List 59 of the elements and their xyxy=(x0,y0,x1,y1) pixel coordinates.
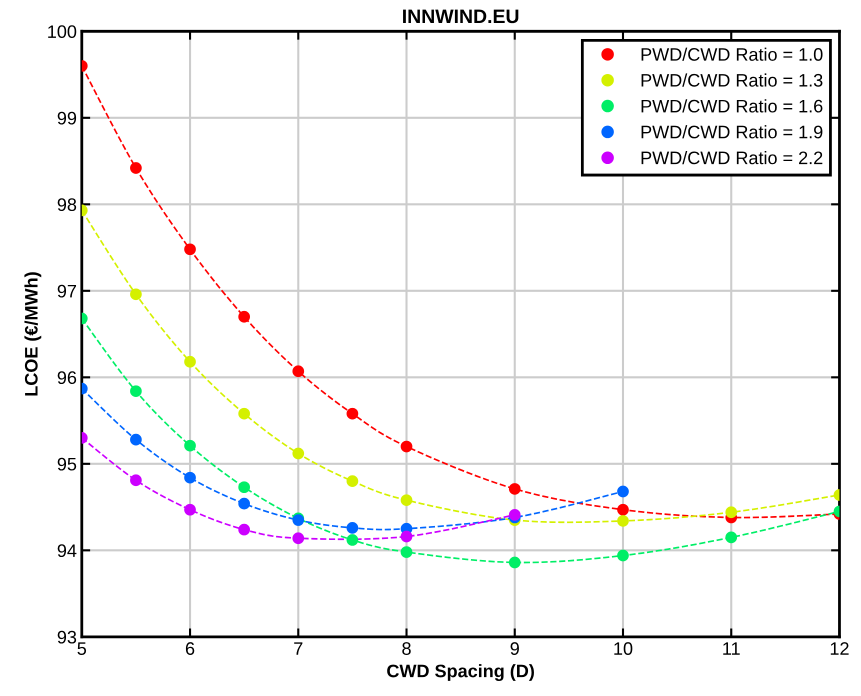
legend-label: PWD/CWD Ratio = 1.6 xyxy=(642,99,822,113)
point xyxy=(617,550,629,562)
x-tick-label: 6 xyxy=(186,642,194,655)
x-tick-label: 5 xyxy=(77,642,86,655)
point xyxy=(617,486,629,498)
point xyxy=(130,288,142,300)
x-tick-label: 12 xyxy=(830,642,849,655)
point xyxy=(238,481,250,494)
legend-label: PWD/CWD Ratio = 1.9 xyxy=(642,125,822,138)
legend-label: PWD/CWD Ratio = 1.0 xyxy=(642,48,823,61)
y-tick-label: 98 xyxy=(58,198,76,212)
point xyxy=(346,408,358,420)
point xyxy=(725,506,738,518)
chart-title: INNWIND.EU xyxy=(403,10,518,24)
legend-label: PWD/CWD Ratio = 2.2 xyxy=(642,151,822,164)
point xyxy=(238,498,250,510)
point xyxy=(400,440,412,452)
point xyxy=(400,530,412,542)
x-tick-label: 7 xyxy=(294,642,302,655)
y-tick-label: 94 xyxy=(58,544,76,558)
point xyxy=(346,522,358,534)
point xyxy=(508,483,521,495)
point xyxy=(292,365,304,378)
point xyxy=(292,532,304,544)
x-tick-label: 9 xyxy=(510,642,519,655)
y-tick-label: 96 xyxy=(58,371,76,384)
legend-label: PWD/CWD Ratio = 1.3 xyxy=(642,73,822,87)
point xyxy=(238,310,250,323)
point xyxy=(184,472,196,484)
y-tick-label: 95 xyxy=(58,458,76,471)
point xyxy=(292,448,304,460)
point xyxy=(130,474,142,486)
point xyxy=(346,475,358,487)
point xyxy=(130,434,142,446)
point xyxy=(184,440,196,452)
point xyxy=(508,556,521,568)
x-axis-title: CWD Spacing (D) xyxy=(387,664,534,681)
point xyxy=(617,515,629,527)
point xyxy=(725,532,738,544)
point xyxy=(130,385,142,398)
point xyxy=(184,356,196,368)
point xyxy=(400,494,412,506)
y-tick-label: 100 xyxy=(48,25,76,38)
point xyxy=(184,243,196,256)
point xyxy=(238,408,250,420)
point xyxy=(130,162,142,174)
point xyxy=(346,534,358,546)
y-tick-label: 97 xyxy=(58,284,76,298)
point xyxy=(184,504,196,516)
y-axis-title: LCOE (€/MWh) xyxy=(24,272,42,396)
point xyxy=(617,504,629,516)
point xyxy=(238,524,250,536)
point xyxy=(400,546,412,558)
point xyxy=(508,509,521,521)
x-tick-label: 10 xyxy=(614,642,632,655)
y-tick-label: 93 xyxy=(58,630,76,644)
x-tick-label: 11 xyxy=(723,642,740,655)
x-tick-label: 8 xyxy=(402,642,411,655)
y-tick-label: 99 xyxy=(58,112,76,125)
